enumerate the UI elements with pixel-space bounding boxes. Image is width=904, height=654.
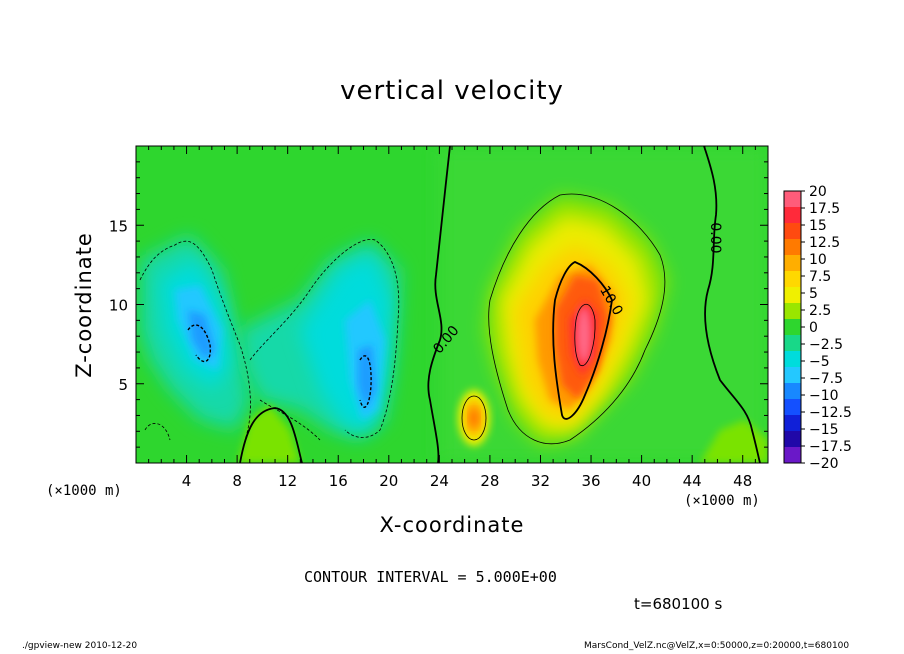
x-axis-label: X-coordinate xyxy=(379,513,525,537)
x-tick-label: 8 xyxy=(232,472,242,490)
x-tick-label: 16 xyxy=(329,472,348,490)
y-tick-label: 5 xyxy=(118,376,128,394)
colorbar-swatch xyxy=(784,207,801,224)
colorbar-swatch xyxy=(784,367,801,384)
colorbar-label: −2.5 xyxy=(809,337,843,353)
colorbar-swatch xyxy=(784,191,801,208)
x-tick-label: 32 xyxy=(531,472,550,490)
velocity-field: 0.00 0.00 10.0 xyxy=(136,146,768,463)
x-tick-label: 4 xyxy=(182,472,192,490)
colorbar-label: −12.5 xyxy=(809,405,852,421)
footer-left: ./gpview-new 2010-12-20 xyxy=(22,641,138,651)
colorbar-swatch xyxy=(784,351,801,368)
colorbar-label: 12.5 xyxy=(809,235,840,251)
colorbar-label: −7.5 xyxy=(809,371,843,387)
colorbar-swatch xyxy=(784,319,801,336)
colorbar-label: −17.5 xyxy=(809,439,852,455)
footer-right: MarsCond_VelZ.nc@VelZ,x=0:50000,z=0:2000… xyxy=(584,641,850,651)
x-tick-label: 44 xyxy=(683,472,702,490)
colorbar-label: −15 xyxy=(809,422,839,438)
colorbar-label: 0 xyxy=(809,320,818,336)
colorbar-swatch xyxy=(784,335,801,352)
colorbar-label: −5 xyxy=(809,354,830,370)
y-tick-label: 15 xyxy=(109,217,128,235)
chart-title: vertical velocity xyxy=(340,76,564,106)
colorbar-label: −10 xyxy=(809,388,839,404)
contour-interval: CONTOUR INTERVAL = 5.000E+00 xyxy=(304,568,557,586)
colorbar-label: 15 xyxy=(809,218,827,234)
colorbar-swatch xyxy=(784,383,801,400)
colorbar-label: 20 xyxy=(809,184,827,200)
x-unit-label-left: (×1000 m) xyxy=(46,483,122,499)
x-tick-label: 12 xyxy=(278,472,297,490)
colorbar-swatch xyxy=(784,239,801,256)
x-tick-label: 36 xyxy=(581,472,600,490)
y-axis-label: Z-coordinate xyxy=(72,232,96,378)
colorbar-label: 10 xyxy=(809,252,827,268)
x-tick-label: 24 xyxy=(430,472,449,490)
x-axis: 4 8 12 16 20 24 28 32 36 40 44 48 xyxy=(148,146,756,490)
colorbar-label: −20 xyxy=(809,456,839,472)
colorbar-swatch xyxy=(784,287,801,304)
y-tick-label: 10 xyxy=(109,297,128,315)
colorbar-swatch xyxy=(784,255,801,272)
colorbar: 2017.51512.5107.552.50−2.5−5−7.5−10−12.5… xyxy=(783,184,852,472)
time-label: t=680100 s xyxy=(634,595,723,613)
x-tick-label: 40 xyxy=(632,472,651,490)
colorbar-swatch xyxy=(784,303,801,320)
x-unit-label-right: (×1000 m) xyxy=(684,493,760,509)
x-tick-label: 20 xyxy=(379,472,398,490)
contour-label: 0.00 xyxy=(707,222,723,253)
y-axis: 5 10 15 xyxy=(109,161,768,448)
colorbar-swatch xyxy=(784,271,801,288)
colorbar-swatch xyxy=(784,223,801,240)
contour-lines xyxy=(139,146,761,463)
colorbar-label: 2.5 xyxy=(809,303,831,319)
colorbar-swatch xyxy=(784,415,801,432)
colorbar-label: 17.5 xyxy=(809,201,840,217)
x-tick-label: 28 xyxy=(480,472,499,490)
colorbar-label: 7.5 xyxy=(809,269,831,285)
x-tick-label: 48 xyxy=(733,472,752,490)
colorbar-swatch xyxy=(784,431,801,448)
colorbar-label: 5 xyxy=(809,286,818,302)
colorbar-swatch xyxy=(784,447,801,464)
colorbar-swatch xyxy=(784,399,801,416)
